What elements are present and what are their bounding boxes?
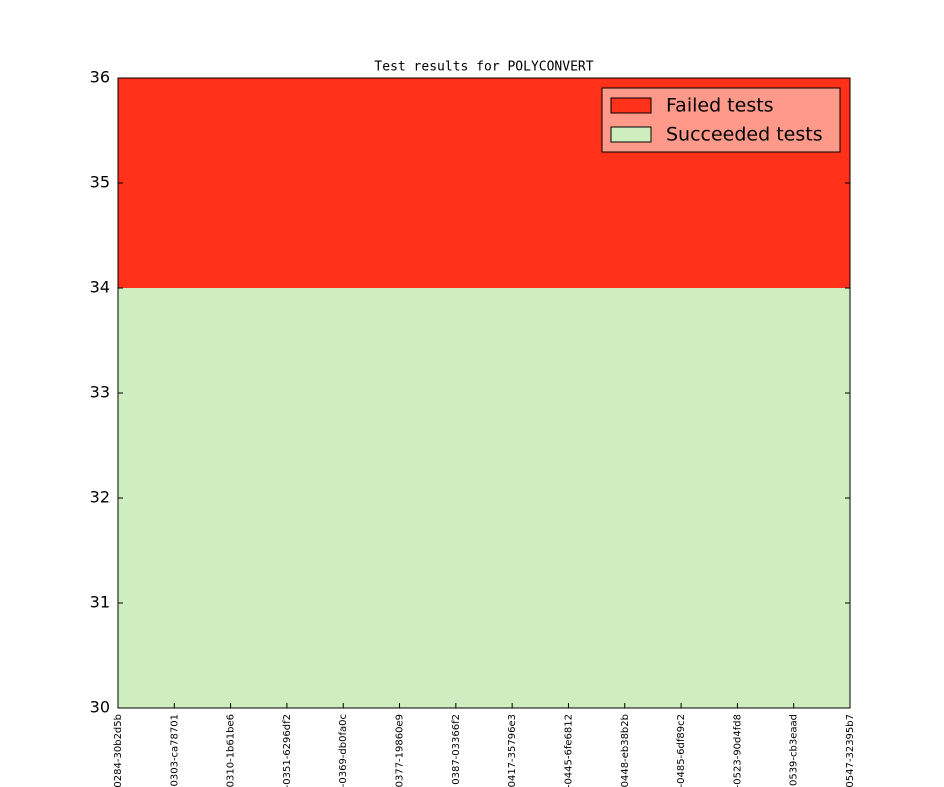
x-tick-label: 0284-30b2d5b [113,714,124,787]
x-tick-label: -0523-90d4fd8 [732,714,743,787]
x-tick-label: 0539-cb3eaad [789,714,800,786]
x-tick-label: -0485-6df89c2 [676,714,687,787]
x-tick-label: 0377-19860e9 [395,714,406,787]
x-tick-label: 0417-35796e3 [507,714,518,787]
y-tick-label: 32 [90,488,110,507]
y-tick-label: 31 [90,593,110,612]
y-tick-label: 35 [90,173,110,192]
y-tick-label: 36 [90,68,110,87]
x-tick-label: 0547-32395b7 [845,714,856,787]
y-tick-label: 30 [90,698,110,717]
x-tick-label: -0369-db0fa0c [338,714,349,787]
x-tick-label: -0445-6fe6812 [563,714,574,787]
legend-swatch [610,126,652,143]
x-tick-label: -0351-6296df2 [282,714,293,787]
legend-label: Succeeded tests [666,124,823,146]
x-tick-label: 0387-03366f2 [451,714,462,785]
chart-title: Test results for POLYCONVERT [374,60,593,75]
area [118,288,850,708]
legend-swatch [610,97,652,114]
legend-label: Failed tests [666,95,774,117]
plot-area [118,78,850,708]
y-tick-label: 33 [90,383,110,402]
x-tick-label: 0310-1b61be6 [226,714,237,787]
y-tick-label: 34 [90,278,110,297]
x-tick-label: 0303-ca78701 [169,714,180,787]
x-tick-label: 0448-eb38b2b [620,714,631,787]
